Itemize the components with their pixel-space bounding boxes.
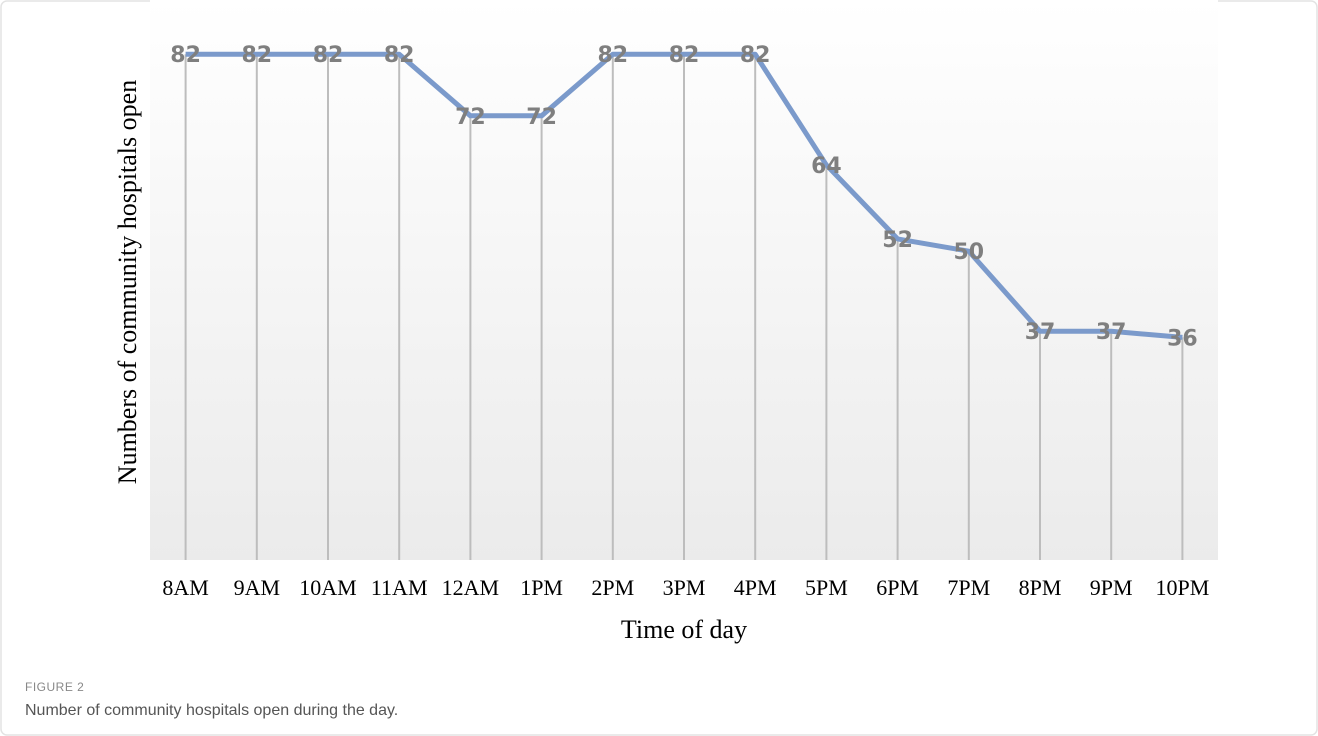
x-tick-label: 3PM [663,575,706,600]
data-label: 64 [811,154,842,179]
data-label: 82 [384,43,415,68]
x-tick-label: 12AM [442,575,499,600]
x-tick-label: 9AM [234,575,280,600]
x-tick-label: 4PM [734,575,777,600]
x-tick-label: 5PM [805,575,848,600]
x-tick-label: 11AM [371,575,428,600]
x-tick-label: 6PM [876,575,919,600]
data-label: 82 [740,43,771,68]
x-tick-label: 10AM [299,575,356,600]
data-label: 82 [313,43,344,68]
data-label: 82 [669,43,700,68]
figure-caption: Number of community hospitals open durin… [25,702,398,719]
data-label: 82 [241,43,272,68]
x-axis-title: Time of day [621,615,747,644]
x-tick-label: 7PM [947,575,990,600]
data-line [185,51,1183,340]
data-label: 82 [170,43,201,68]
data-label: 72 [455,105,486,130]
data-label: 50 [953,240,984,265]
data-label: 37 [1096,320,1127,345]
data-label: 37 [1025,320,1056,345]
x-tick-label: 8AM [162,575,208,600]
y-axis-title: Numbers of community hospitals open [113,80,142,484]
figure-label: FIGURE 2 [25,680,84,694]
x-tick-label: 1PM [520,575,563,600]
x-tick-label: 10PM [1156,575,1210,600]
data-label: 52 [882,228,913,253]
x-tick-label: 2PM [591,575,634,600]
x-tick-label: 8PM [1019,575,1062,600]
data-label: 82 [597,43,628,68]
data-label: 72 [526,105,557,130]
data-label: 36 [1167,326,1198,351]
x-tick-label: 9PM [1090,575,1133,600]
